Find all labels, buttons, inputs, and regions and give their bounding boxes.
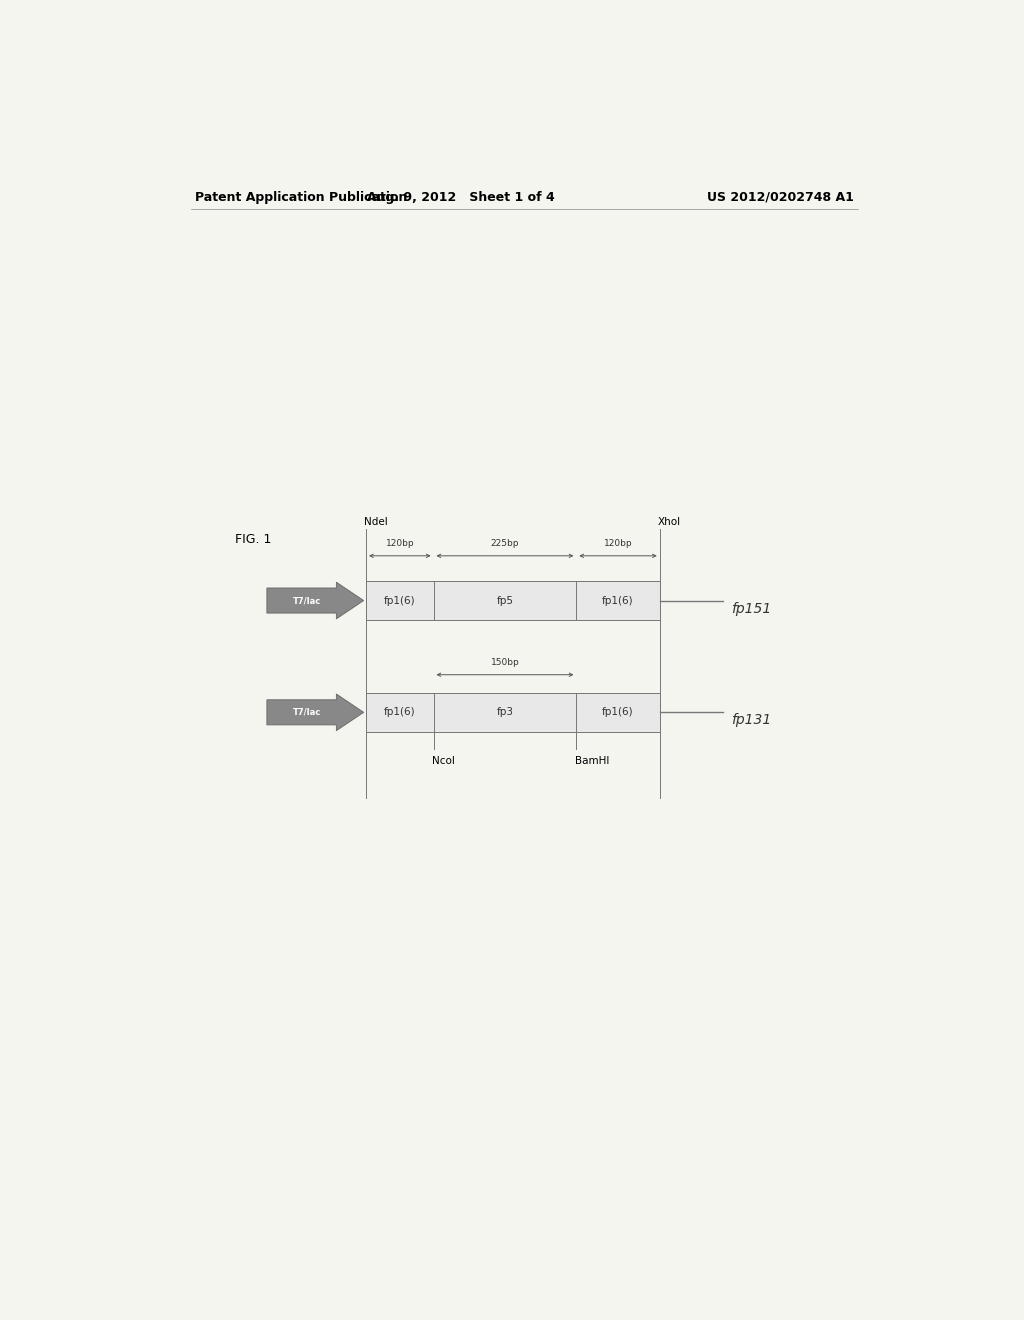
Text: Aug. 9, 2012   Sheet 1 of 4: Aug. 9, 2012 Sheet 1 of 4	[368, 190, 555, 203]
Text: NcoI: NcoI	[432, 756, 455, 766]
Text: fp1(6): fp1(6)	[384, 595, 416, 606]
Text: NdeI: NdeI	[365, 517, 388, 528]
FancyArrow shape	[267, 582, 364, 619]
Text: 150bp: 150bp	[490, 657, 519, 667]
Text: fp1(6): fp1(6)	[602, 708, 634, 717]
Text: 120bp: 120bp	[385, 539, 414, 548]
Text: 225bp: 225bp	[490, 539, 519, 548]
Text: fp5: fp5	[497, 595, 513, 606]
Text: BamHI: BamHI	[574, 756, 609, 766]
Text: US 2012/0202748 A1: US 2012/0202748 A1	[708, 190, 854, 203]
Text: fp131: fp131	[731, 714, 771, 727]
Text: fp1(6): fp1(6)	[384, 708, 416, 717]
Text: XhoI: XhoI	[658, 517, 681, 528]
Text: Patent Application Publication: Patent Application Publication	[196, 190, 408, 203]
Text: FIG. 1: FIG. 1	[236, 533, 271, 546]
FancyArrow shape	[267, 694, 364, 731]
Text: T7/lac: T7/lac	[293, 597, 322, 605]
Text: fp151: fp151	[731, 602, 771, 615]
Text: fp1(6): fp1(6)	[602, 595, 634, 606]
Bar	[367, 693, 659, 731]
Bar	[367, 581, 659, 620]
Text: 120bp: 120bp	[604, 539, 633, 548]
Text: fp3: fp3	[497, 708, 513, 717]
Text: T7/lac: T7/lac	[293, 708, 322, 717]
